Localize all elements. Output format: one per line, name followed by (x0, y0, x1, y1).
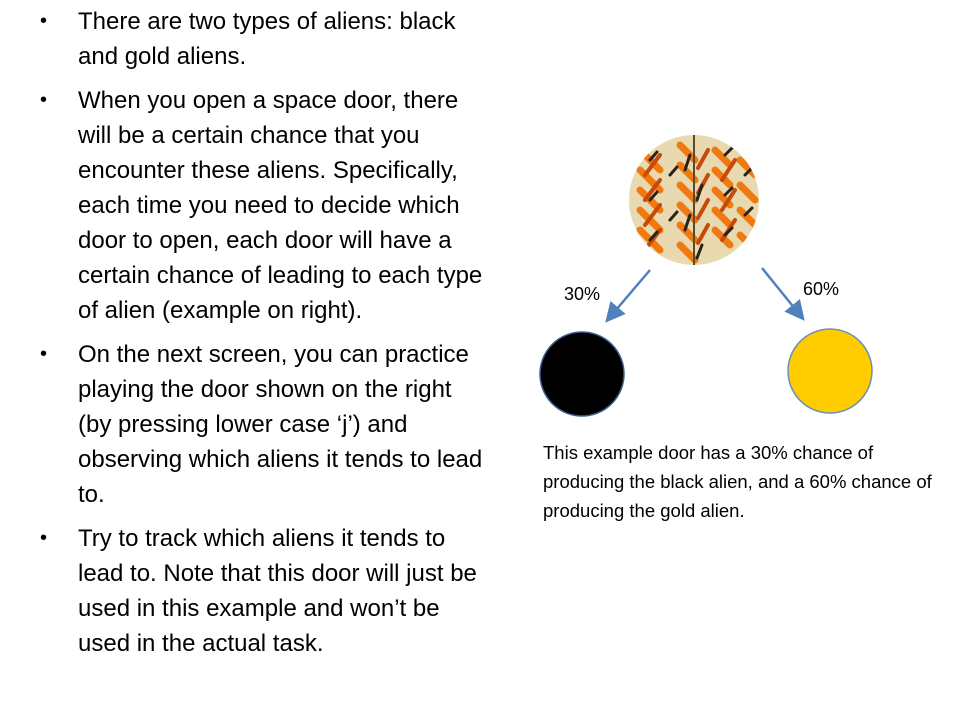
bullet-icon: • (40, 10, 48, 32)
diagram-caption: This example door has a 30% chance of pr… (543, 442, 932, 521)
right-probability-label: 60% (803, 279, 839, 299)
gold-alien-icon (787, 328, 873, 414)
arrow-to-black-alien (605, 269, 651, 323)
instruction-text: Try to track which aliens it tends to le… (78, 525, 477, 657)
bullet-icon: • (40, 89, 48, 111)
patterned-door-icon (629, 135, 759, 265)
instruction-item: • Try to track which aliens it tends to … (40, 521, 490, 661)
door-probability-diagram: 30% 60% (539, 135, 873, 417)
instruction-text: When you open a space door, there will b… (78, 87, 483, 324)
instruction-item: • There are two types of aliens: black a… (40, 4, 490, 74)
left-probability-label: 30% (564, 284, 600, 304)
instruction-item: • On the next screen, you can practice p… (40, 337, 490, 512)
instruction-text: On the next screen, you can practice pla… (78, 341, 483, 508)
instruction-list: • There are two types of aliens: black a… (40, 4, 490, 670)
instruction-text: There are two types of aliens: black and… (78, 8, 456, 70)
arrow-to-gold-alien (761, 267, 805, 321)
black-alien-icon (539, 331, 625, 417)
instruction-item: • When you open a space door, there will… (40, 83, 490, 328)
bullet-icon: • (40, 343, 48, 365)
bullet-icon: • (40, 527, 48, 549)
